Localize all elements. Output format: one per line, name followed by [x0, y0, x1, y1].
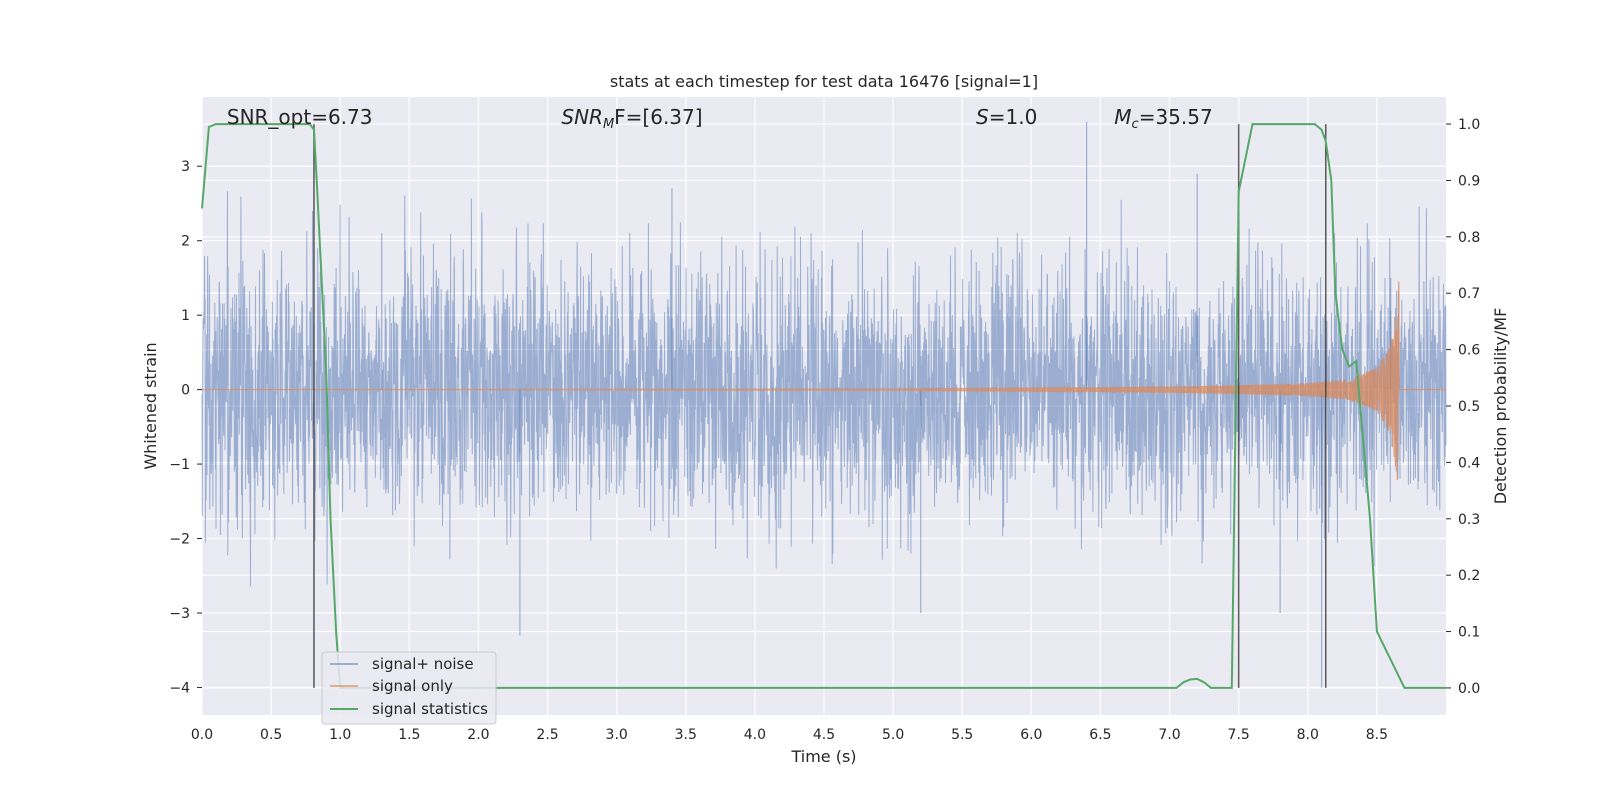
y-tick-label: −4	[169, 680, 190, 696]
legend: signal+ noise signal only signal statist…	[321, 651, 497, 725]
x-tick-label: 0.5	[260, 727, 282, 743]
annotations: SNR_opt=6.73 SNRMF=[6.37] S=1.0 Mc=35.57	[227, 105, 1213, 132]
tick-labels: 0.0 0.5 1.0 1.5 2.0 2.5 3.0 3.5 4.0 4.5 5.0 5.5 6.0 6…	[169, 117, 1480, 743]
y2-tick-label: 0.1	[1458, 625, 1480, 641]
y2-tick-label: 0.2	[1458, 568, 1480, 584]
x-tick-label: 6.5	[1089, 727, 1111, 743]
annotation-text: SNR_opt=6.73	[227, 105, 373, 129]
legend-label-signal-noise: signal+ noise	[372, 655, 474, 673]
x-tick-label: 5.5	[951, 727, 973, 743]
legend-label-signal-only: signal only	[372, 677, 453, 695]
annotation-rest: F=[6.37]	[614, 105, 702, 129]
y2-tick-label: 0.5	[1458, 399, 1480, 415]
x-tick-label: 8.5	[1366, 727, 1388, 743]
x-tick-label: 7.5	[1228, 727, 1250, 743]
annotation-subscript: c	[1132, 117, 1139, 132]
y-tick-label: 2	[181, 234, 190, 250]
annotation-variable: SNR	[561, 105, 603, 129]
y2-tick-label: 0.6	[1458, 343, 1480, 359]
y-tick-label: 1	[181, 308, 190, 324]
x-tick-label: 2.5	[536, 727, 558, 743]
y2-tick-label: 0.4	[1458, 455, 1480, 471]
x-axis-title: Time (s)	[790, 747, 856, 766]
x-tick-label: 3.0	[606, 727, 628, 743]
x-tick-label: 4.0	[744, 727, 766, 743]
y2-tick-label: 0.3	[1458, 512, 1480, 528]
legend-label-signal-statistics: signal statistics	[372, 700, 488, 718]
y-tick-label: 3	[181, 159, 190, 175]
annotation-rest: =35.57	[1139, 105, 1213, 129]
y2-axis-title: Detection probability/MF	[1491, 308, 1510, 505]
y-tick-label: −2	[169, 532, 190, 548]
x-tick-label: 6.0	[1020, 727, 1042, 743]
chart-title: stats at each timestep for test data 164…	[610, 72, 1038, 91]
x-tick-label: 1.0	[329, 727, 351, 743]
x-tick-label: 1.5	[398, 727, 420, 743]
annotation-variable: M	[1114, 105, 1131, 129]
legend-box	[321, 651, 497, 725]
y-tick-label: −3	[169, 606, 190, 622]
y2-tick-label: 0.0	[1458, 681, 1480, 697]
y2-tick-label: 0.9	[1458, 173, 1480, 189]
annotation-subscript: M	[603, 117, 614, 132]
x-tick-label: 7.0	[1158, 727, 1180, 743]
annotation-rest: =1.0	[989, 105, 1038, 129]
annotation-variable: S	[976, 105, 989, 129]
x-tick-label: 4.5	[813, 727, 835, 743]
y-tick-label: −1	[169, 457, 190, 473]
signal-statistics-line	[201, 123, 1446, 689]
y2-tick-label: 1.0	[1458, 117, 1480, 133]
signal-statistics-series	[201, 123, 1446, 689]
x-tick-label: 2.0	[467, 727, 489, 743]
annotation-text: SNRMF=[6.37]	[561, 105, 702, 132]
y-tick-label: 0	[181, 383, 190, 399]
x-tick-label: 5.0	[882, 727, 904, 743]
annotation-text: Mc=35.57	[1114, 105, 1212, 132]
x-tick-label: 8.0	[1297, 727, 1319, 743]
x-tick-label: 3.5	[675, 727, 697, 743]
annotation-text: S=1.0	[976, 105, 1037, 129]
x-tick-label: 0.0	[191, 727, 213, 743]
y-axis-title: Whitened strain	[141, 342, 160, 469]
y2-tick-label: 0.7	[1458, 286, 1480, 302]
y2-tick-label: 0.8	[1458, 230, 1480, 246]
